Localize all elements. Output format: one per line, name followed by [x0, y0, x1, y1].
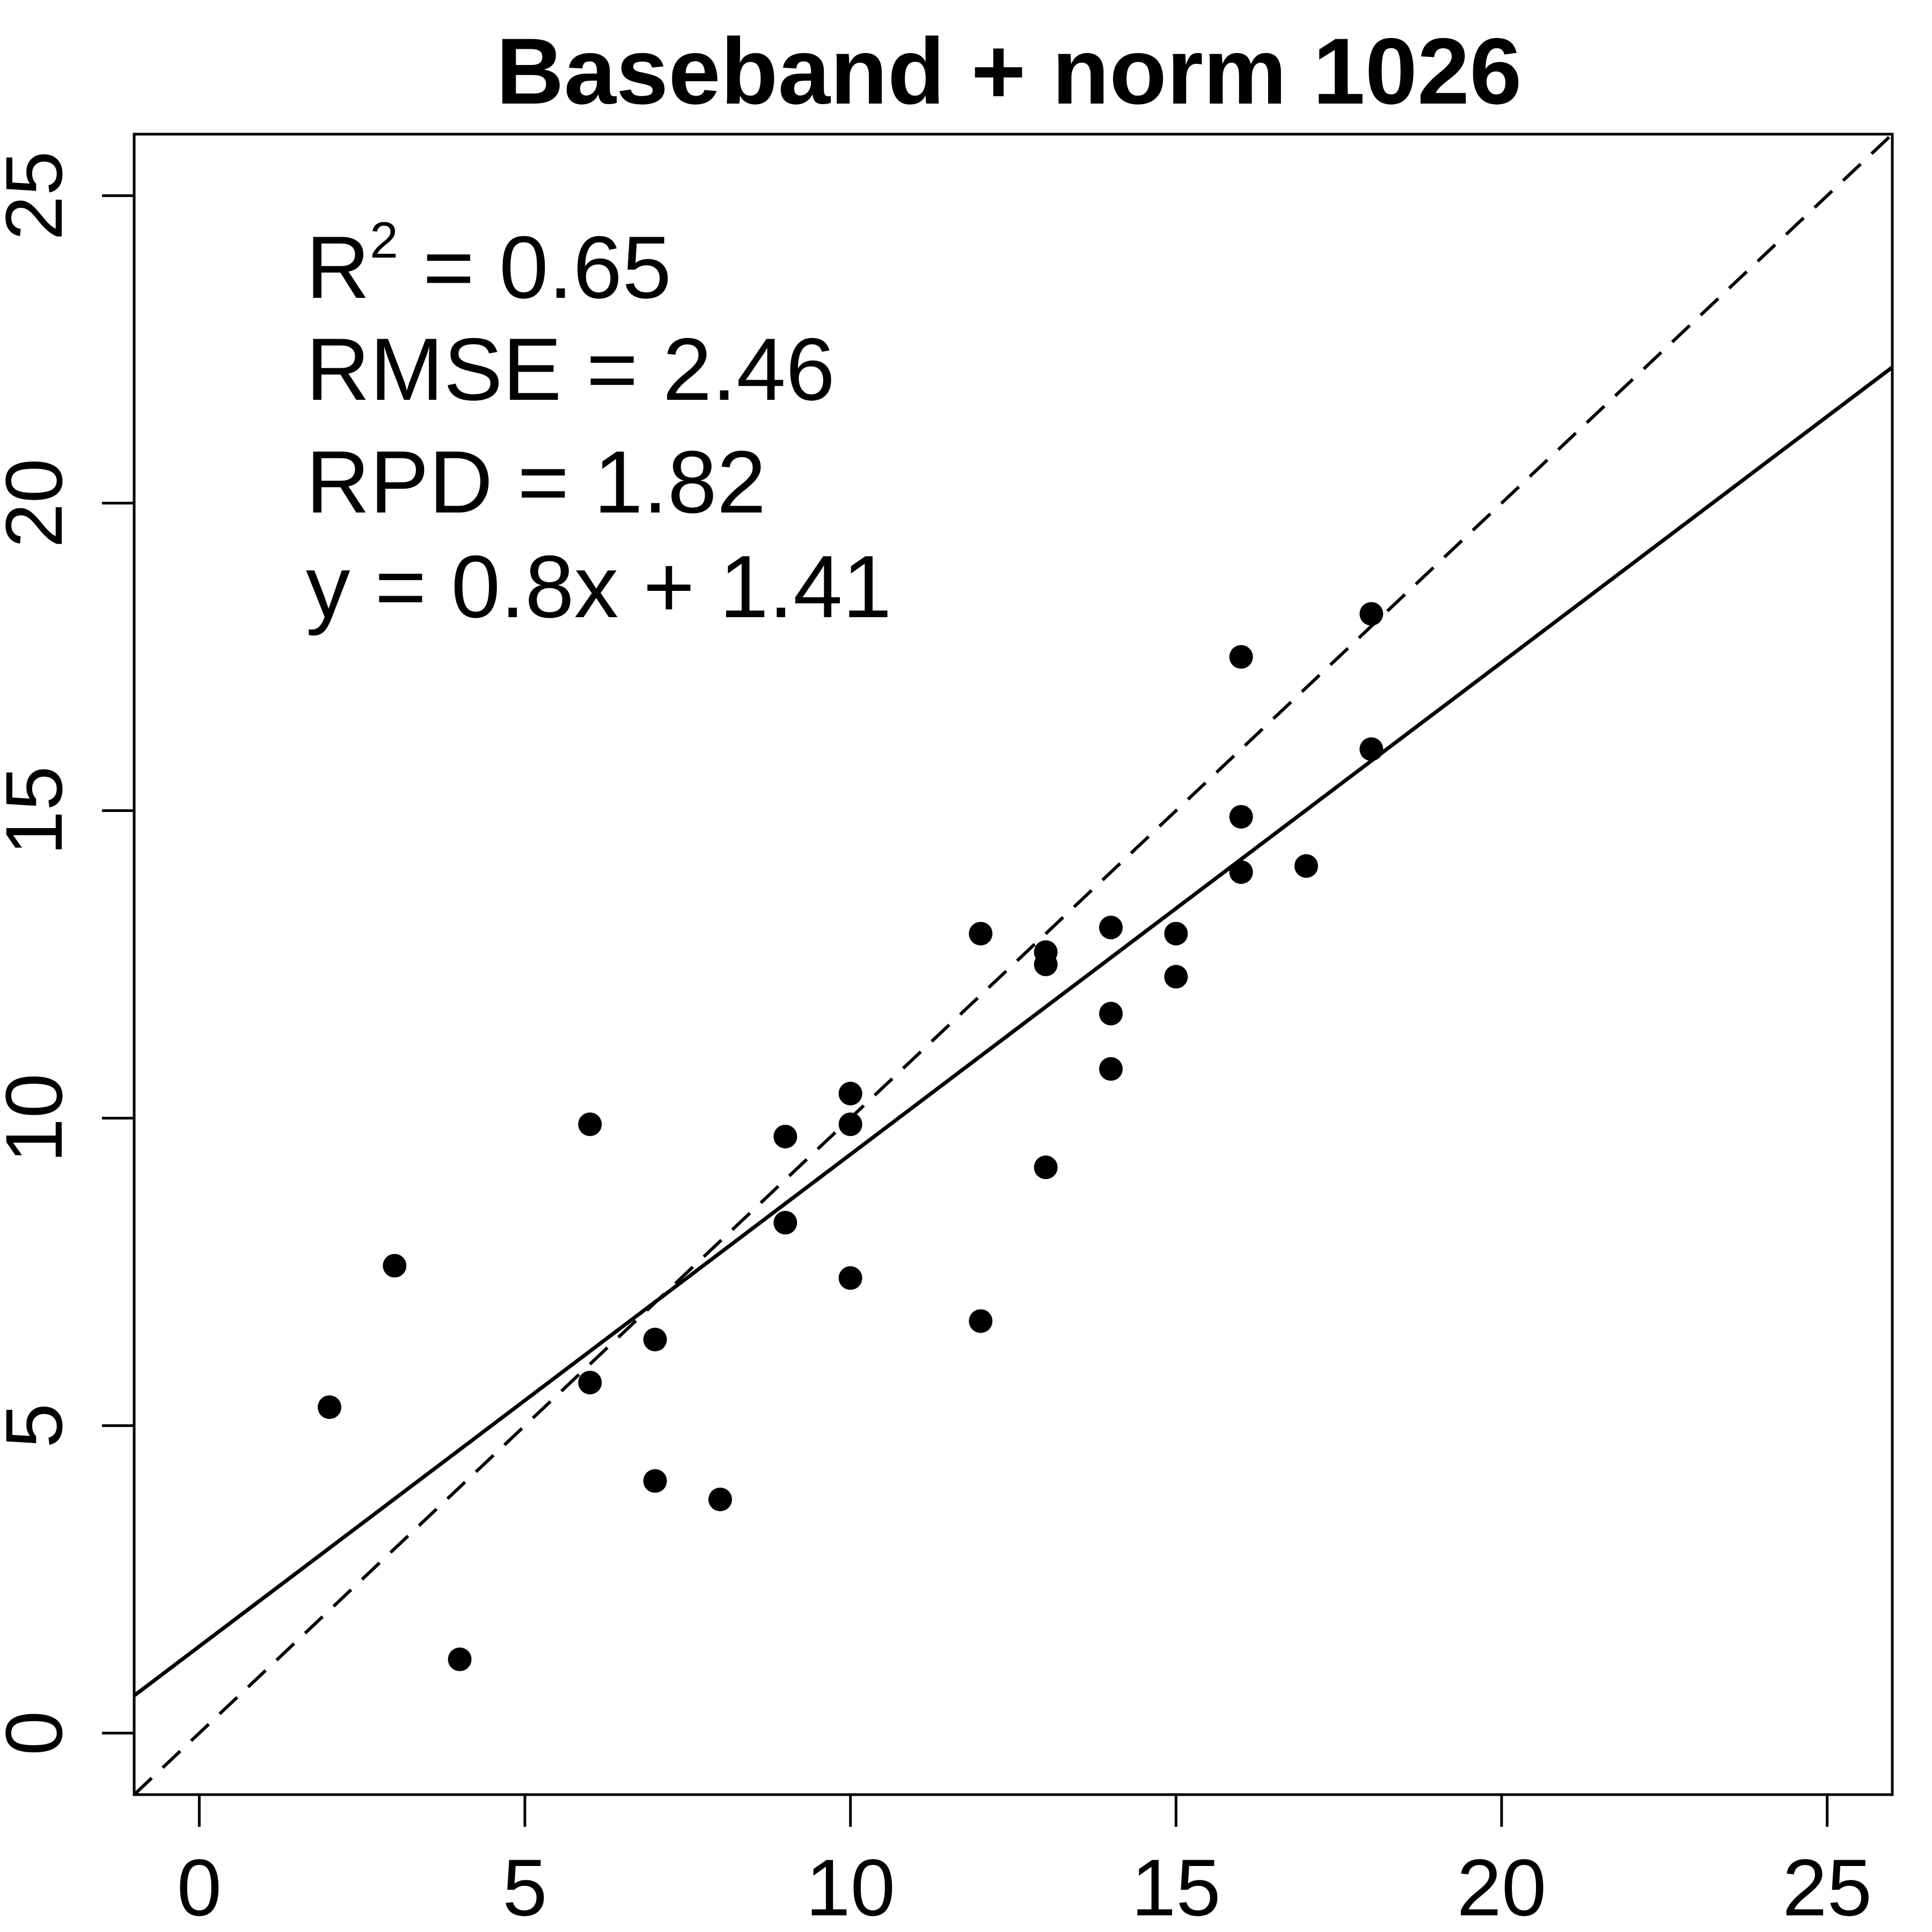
- data-point: [838, 1081, 862, 1106]
- x-tick-label: 25: [1782, 1842, 1872, 1932]
- data-point: [838, 1266, 862, 1290]
- data-point: [1164, 964, 1188, 989]
- data-point: [1034, 953, 1058, 976]
- data-point: [1034, 1155, 1058, 1180]
- data-point: [383, 1254, 407, 1278]
- y-tick-label: 15: [0, 766, 79, 855]
- x-tick-label: 10: [806, 1842, 895, 1932]
- y-tick-label: 5: [0, 1403, 79, 1448]
- r-squared-label: R2 = 0.65: [306, 212, 671, 317]
- x-tick-label: 15: [1131, 1842, 1221, 1932]
- data-point: [1359, 737, 1384, 761]
- data-point: [838, 1112, 862, 1136]
- data-point: [318, 1395, 341, 1419]
- data-point: [1099, 1001, 1123, 1026]
- rmse-label: RMSE = 2.46: [306, 320, 835, 419]
- data-point: [773, 1124, 797, 1148]
- data-point: [578, 1371, 602, 1395]
- data-point: [1359, 602, 1384, 626]
- x-tick-label: 20: [1457, 1842, 1547, 1932]
- data-point: [1099, 916, 1123, 940]
- data-point: [1229, 645, 1253, 669]
- y-tick-label: 25: [0, 151, 79, 240]
- data-point: [969, 921, 993, 946]
- data-point: [643, 1469, 667, 1493]
- regression-fit-line: [133, 365, 1894, 1697]
- y-tick-label: 20: [0, 458, 79, 548]
- chart-title: Baseband + norm 1026: [496, 19, 1521, 124]
- equation-label: y = 0.8x + 1.41: [306, 537, 892, 636]
- stats-annotation: R2 = 0.65 RMSE = 2.46 RPD = 1.82 y = 0.8…: [306, 212, 892, 636]
- data-points: [318, 602, 1384, 1671]
- data-point: [1099, 1057, 1123, 1081]
- data-point: [1164, 921, 1188, 946]
- data-point: [969, 1309, 993, 1333]
- data-point: [1229, 860, 1253, 884]
- data-point: [643, 1328, 667, 1352]
- x-tick-label: 5: [502, 1842, 547, 1932]
- y-tick-label: 10: [0, 1073, 79, 1163]
- data-point: [1294, 854, 1318, 878]
- regression-lines: [133, 133, 1894, 1796]
- data-point: [708, 1487, 732, 1511]
- data-point: [773, 1211, 797, 1235]
- rpd-label: RPD = 1.82: [306, 433, 766, 531]
- y-axis: 0 5 10 15 20 25: [0, 151, 136, 1755]
- x-axis: 0 5 10 15 20 25: [177, 1793, 1872, 1932]
- y-tick-label: 0: [0, 1711, 79, 1755]
- data-point: [448, 1647, 472, 1671]
- data-point: [1229, 804, 1253, 829]
- one-to-one-reference-line: [133, 133, 1894, 1796]
- data-point: [578, 1112, 602, 1136]
- x-tick-label: 0: [177, 1842, 222, 1932]
